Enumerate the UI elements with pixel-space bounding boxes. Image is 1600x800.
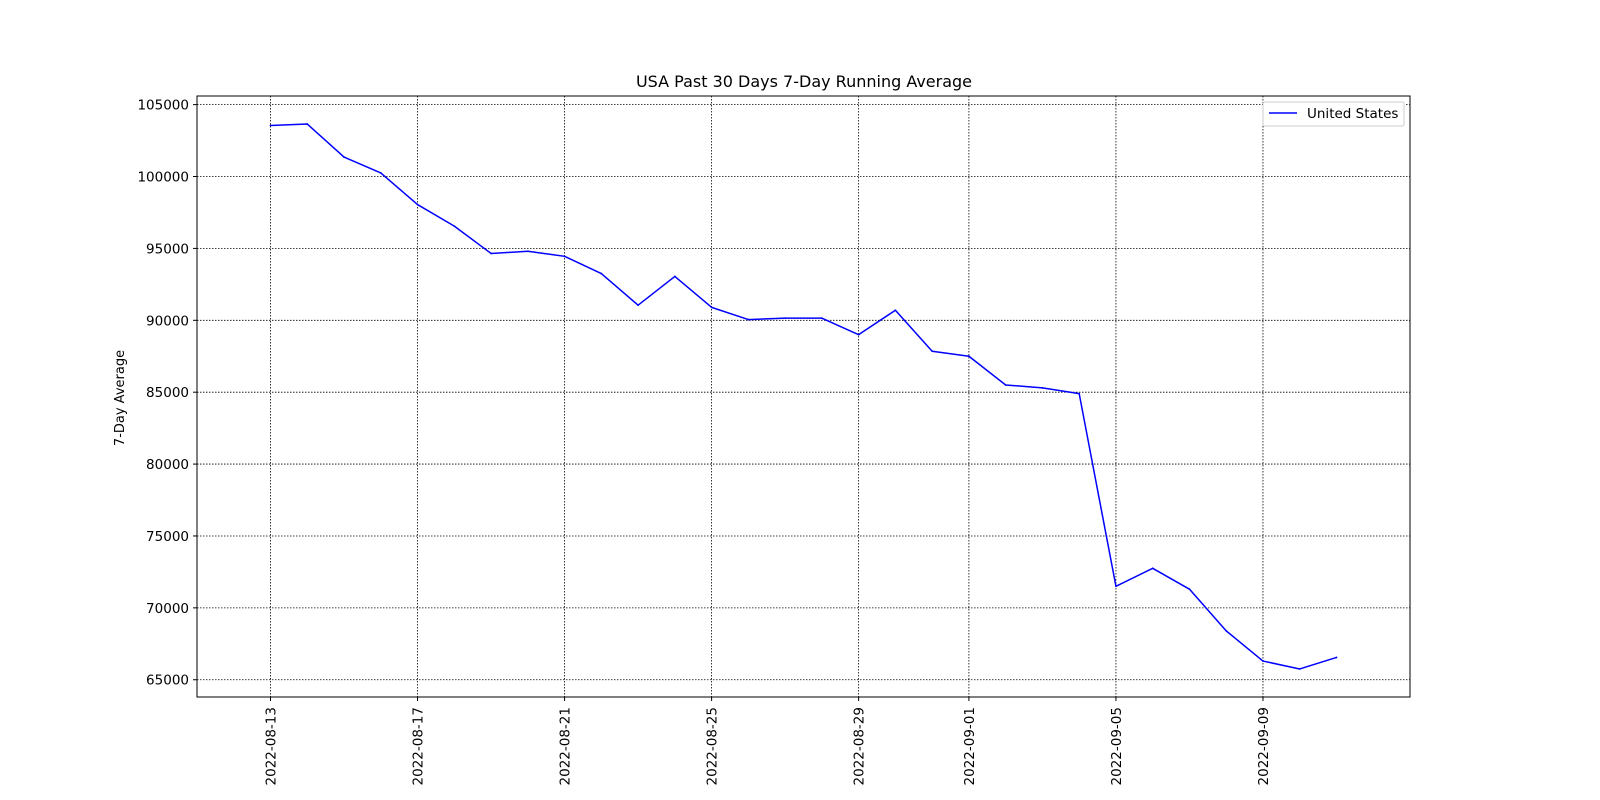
data-point	[1041, 386, 1044, 389]
y-tick-label: 80000	[146, 457, 189, 473]
legend-box	[1262, 101, 1405, 127]
data-point	[1262, 660, 1264, 662]
x-tick-label: 2022-08-21	[558, 707, 574, 785]
data-point	[710, 306, 713, 309]
data-point	[1188, 588, 1191, 591]
y-tick-label: 85000	[146, 385, 189, 401]
data-point	[1151, 567, 1154, 570]
x-tick-label: 2022-09-09	[1256, 707, 1272, 785]
x-tick-label: 2022-09-01	[962, 707, 978, 785]
data-point	[820, 317, 823, 320]
data-point	[416, 203, 419, 206]
data-point	[306, 123, 309, 125]
data-point	[453, 225, 456, 228]
data-point	[747, 318, 750, 321]
x-tick-label: 2022-08-25	[705, 707, 721, 785]
y-axis-label: 7-Day Average	[113, 350, 128, 446]
data-point	[1115, 585, 1117, 588]
data-point	[1335, 656, 1338, 659]
x-tick-label: 2022-09-05	[1109, 707, 1125, 785]
x-tick-label: 2022-08-13	[264, 707, 280, 785]
y-tick-label: 105000	[137, 98, 189, 114]
data-point	[343, 156, 345, 159]
y-tick-label: 75000	[146, 529, 189, 545]
data-point	[673, 275, 676, 278]
data-point	[379, 172, 382, 174]
data-point	[600, 272, 603, 275]
grid-lines	[197, 96, 1410, 697]
axis-ticks: 65000 70000 75000 80000 85000 90000 95000 10000…	[137, 98, 1272, 786]
data-point	[857, 333, 860, 336]
legend: United States	[1262, 101, 1405, 127]
data-point	[563, 255, 566, 258]
data-point	[784, 317, 787, 320]
data-point	[637, 304, 639, 307]
series-line-united-states	[270, 123, 1337, 670]
y-tick-label: 95000	[146, 241, 189, 257]
data-point	[894, 309, 897, 312]
data-point	[490, 252, 492, 255]
legend-label: United States	[1307, 106, 1398, 122]
series-points	[269, 123, 1338, 670]
y-tick-label: 65000	[146, 673, 189, 689]
plot-area-frame	[196, 95, 1411, 698]
y-tick-label: 90000	[146, 313, 189, 329]
data-point	[1078, 392, 1081, 395]
data-point	[1225, 629, 1228, 632]
data-point	[1298, 668, 1301, 670]
data-point	[269, 124, 272, 127]
data-point	[1004, 384, 1007, 386]
data-point	[968, 355, 970, 358]
x-tick-label: 2022-08-29	[852, 707, 868, 785]
chart-title: USA Past 30 Days 7-Day Running Average	[636, 72, 972, 91]
y-tick-label: 70000	[146, 601, 189, 617]
y-tick-label: 100000	[137, 170, 189, 186]
x-tick-label: 2022-08-17	[411, 707, 427, 785]
data-point	[526, 250, 529, 253]
data-point	[931, 350, 934, 353]
